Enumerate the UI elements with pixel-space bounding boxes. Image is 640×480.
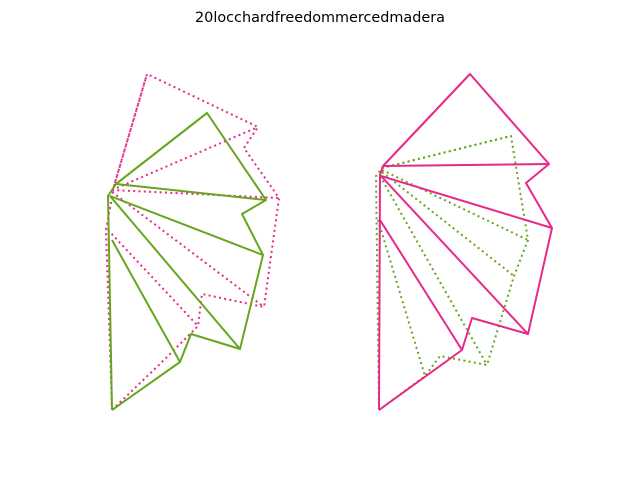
right-dotted-glyph bbox=[375, 135, 529, 411]
left-solid-glyph bbox=[107, 112, 267, 411]
figure-title: 20locchardfreedommercedmadera bbox=[195, 10, 445, 26]
right-solid-ray-3 bbox=[380, 175, 553, 229]
right-solid-glyph bbox=[378, 73, 553, 411]
left-solid-ray-3 bbox=[109, 195, 264, 256]
left-dotted-ray-2 bbox=[111, 126, 259, 191]
right-dotted-ray-3 bbox=[381, 171, 515, 277]
left-solid-outline bbox=[107, 112, 267, 411]
right-dotted-ray-5 bbox=[377, 219, 426, 377]
right-solid-ray-2 bbox=[382, 163, 550, 167]
right-solid-ray-1 bbox=[382, 73, 471, 167]
left-dotted-glyph bbox=[105, 73, 280, 411]
right-dotted-outline bbox=[375, 135, 529, 411]
left-solid-ray-4 bbox=[109, 195, 241, 350]
right-solid-ray-4 bbox=[380, 175, 529, 335]
left-dotted-ray-5 bbox=[107, 229, 199, 327]
left-solid-ray-2 bbox=[115, 183, 267, 201]
left-panel bbox=[105, 73, 280, 411]
right-panel bbox=[375, 73, 553, 411]
right-solid-outline bbox=[378, 73, 553, 411]
left-dotted-ray-3 bbox=[111, 189, 280, 199]
left-dotted-ray-1 bbox=[113, 73, 148, 187]
right-dotted-ray-1 bbox=[381, 135, 512, 169]
right-dotted-ray-4 bbox=[379, 175, 488, 366]
left-solid-ray-5 bbox=[111, 239, 181, 363]
left-solid-ray-1 bbox=[115, 112, 208, 185]
right-dotted-ray-2 bbox=[381, 169, 529, 241]
right-solid-ray-5 bbox=[379, 219, 463, 351]
